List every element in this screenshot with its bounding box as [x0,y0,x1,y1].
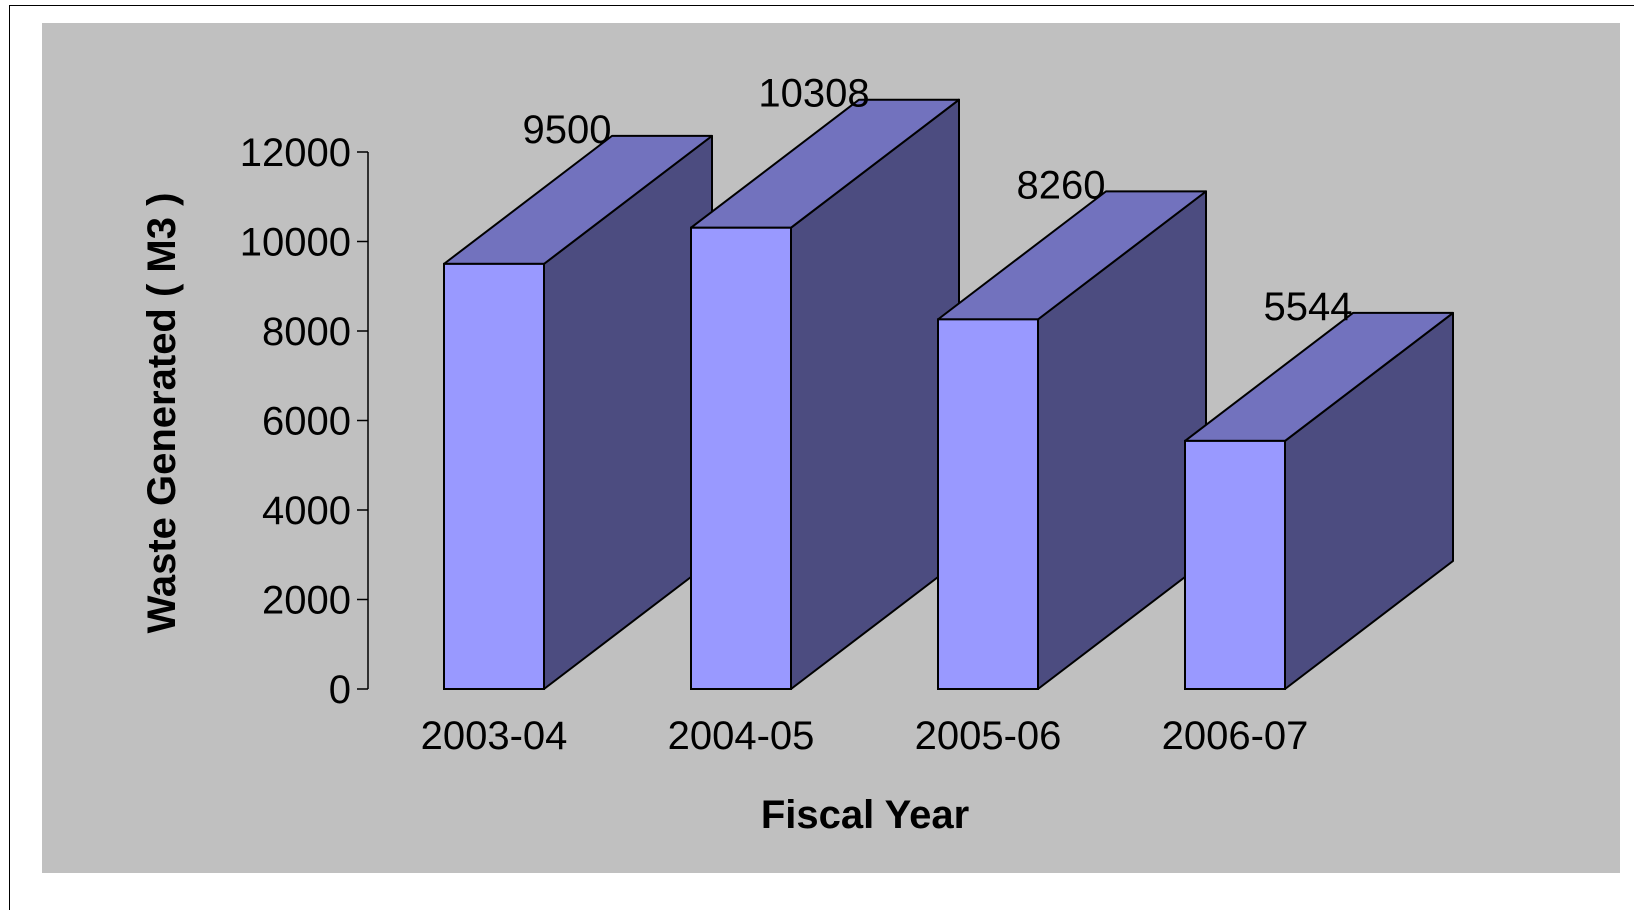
bar [443,134,713,690]
y-axis-title: Waste Generated ( M3 ) [140,193,184,634]
bar-front-face [1184,439,1286,690]
bar-front-face [443,262,545,690]
bar-front-face [690,226,792,690]
x-axis-title: Fiscal Year [761,793,969,837]
x-tick-label: 2003-04 [421,714,568,758]
data-label: 9500 [523,108,612,152]
x-tick-label: 2005-06 [915,714,1062,758]
bar [1184,311,1454,690]
x-tick-label: 2004-05 [668,714,815,758]
y-tick-label: 8000 [262,310,351,354]
x-tick-label: 2006-07 [1162,714,1309,758]
bar [937,190,1207,690]
data-label: 10308 [758,72,869,116]
bar-front-face [937,318,1039,690]
y-tick-label: 2000 [262,579,351,623]
y-tick-label: 12000 [240,131,351,175]
label-layer: 2003-04 9500 2004-05 10308 2005-06 8260 2006-0… [421,72,1353,758]
data-label: 8260 [1017,163,1106,207]
chart-frame [9,5,1634,910]
bar [690,98,960,690]
y-tick-label: 4000 [262,489,351,533]
y-tick-label: 0 [329,668,351,712]
y-axis: 0 2000 4000 6000 8000 10000 12000 [240,131,369,712]
y-tick-label: 10000 [240,221,351,265]
y-tick-label: 6000 [262,400,351,444]
data-label: 5544 [1264,285,1353,329]
bar-series [443,98,1454,690]
